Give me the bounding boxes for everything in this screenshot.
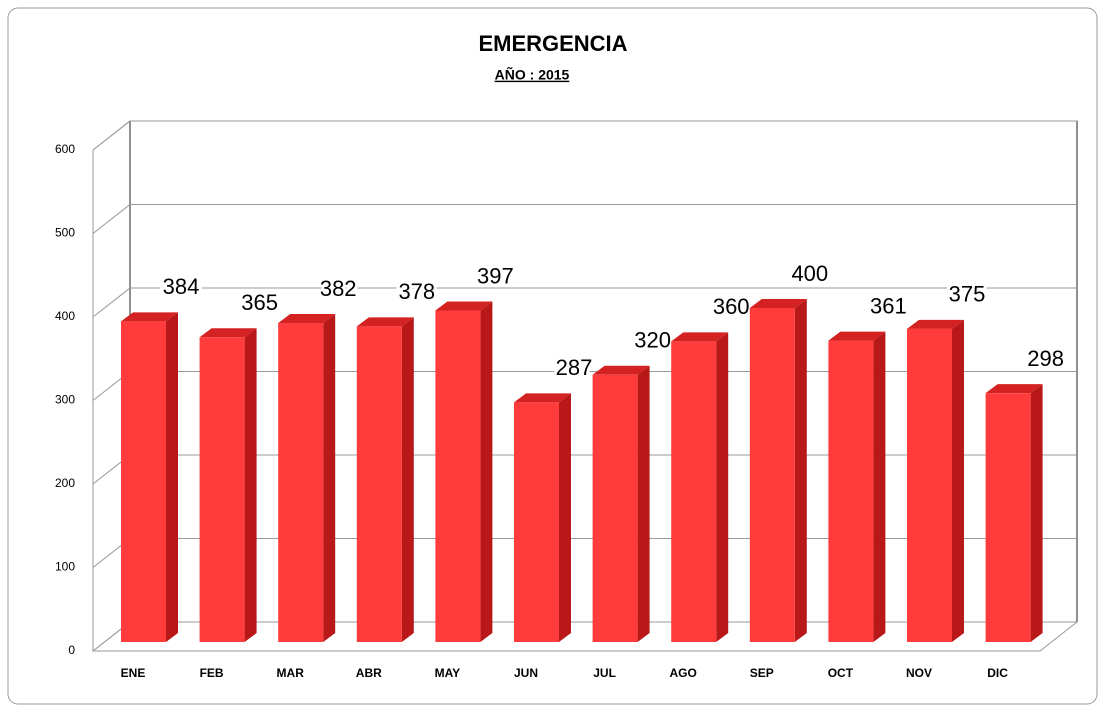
bar-top bbox=[435, 301, 493, 311]
bar bbox=[671, 341, 717, 642]
value-label: 360 bbox=[713, 294, 750, 319]
value-label: 365 bbox=[241, 290, 278, 315]
bar-side bbox=[480, 301, 493, 642]
bar bbox=[985, 393, 1031, 642]
bar-side bbox=[794, 299, 807, 642]
value-label: 400 bbox=[791, 261, 828, 286]
bar bbox=[278, 323, 324, 642]
y-tick-label: 100 bbox=[55, 560, 75, 574]
x-tick-label: FEB bbox=[200, 666, 224, 680]
y-tick-label: 500 bbox=[55, 226, 75, 240]
x-tick-label: ABR bbox=[356, 666, 382, 680]
y-tick-label: 200 bbox=[55, 476, 75, 490]
x-tick-label: NOV bbox=[906, 666, 932, 680]
value-label: 298 bbox=[1027, 346, 1064, 371]
value-label: 382 bbox=[320, 276, 357, 301]
x-tick-label: JUL bbox=[593, 666, 616, 680]
bar-top bbox=[356, 317, 414, 327]
bar bbox=[907, 328, 952, 642]
bar bbox=[356, 326, 402, 642]
bar-side bbox=[873, 331, 886, 642]
chart-subtitle: AÑO : 2015 bbox=[495, 66, 570, 83]
y-tick-label: 600 bbox=[55, 142, 75, 156]
bar-side bbox=[1030, 384, 1043, 642]
bar bbox=[121, 321, 166, 642]
value-label: 378 bbox=[398, 279, 435, 304]
bar-side bbox=[952, 319, 964, 642]
chart-title: EMERGENCIA bbox=[478, 31, 627, 56]
bar-side bbox=[244, 328, 257, 642]
x-tick-label: OCT bbox=[828, 666, 854, 680]
bar bbox=[592, 374, 638, 642]
bar-top bbox=[199, 328, 257, 338]
grid-line bbox=[92, 204, 131, 234]
y-tick-label: 0 bbox=[68, 643, 75, 657]
x-tick-label: AGO bbox=[670, 666, 697, 680]
y-tick-label: 300 bbox=[55, 393, 75, 407]
bar-top bbox=[828, 331, 886, 341]
value-label: 384 bbox=[163, 274, 200, 299]
grid-line bbox=[92, 120, 131, 151]
bar-side bbox=[559, 393, 571, 642]
value-label: 397 bbox=[477, 263, 514, 288]
x-tick-label: ENE bbox=[121, 666, 146, 680]
bar bbox=[199, 337, 245, 642]
x-tick-label: JUN bbox=[514, 666, 538, 680]
bar-top bbox=[514, 393, 571, 403]
value-label: 287 bbox=[556, 355, 593, 380]
bar bbox=[749, 308, 795, 642]
value-label: 361 bbox=[870, 293, 907, 318]
bar-top bbox=[671, 332, 729, 342]
value-label: 375 bbox=[949, 282, 986, 307]
bar-top bbox=[592, 365, 650, 375]
bar-top bbox=[121, 312, 178, 322]
bar-top bbox=[907, 319, 964, 329]
bar-top bbox=[985, 384, 1043, 394]
bar-side bbox=[323, 314, 336, 642]
x-tick-label: SEP bbox=[750, 666, 774, 680]
bar-side bbox=[401, 317, 414, 642]
bar bbox=[828, 340, 874, 642]
x-tick-label: MAR bbox=[277, 666, 305, 680]
bar-side bbox=[637, 365, 650, 642]
bar-top bbox=[278, 314, 336, 324]
bar bbox=[435, 310, 481, 642]
x-tick-label: MAY bbox=[435, 666, 461, 680]
x-tick-label: DIC bbox=[987, 666, 1008, 680]
bar bbox=[514, 402, 559, 642]
grid-line bbox=[92, 287, 131, 318]
bar-side bbox=[166, 312, 178, 642]
value-label: 320 bbox=[634, 328, 671, 353]
bar-side bbox=[716, 332, 729, 642]
y-tick-label: 400 bbox=[55, 309, 75, 323]
bar-top bbox=[749, 299, 807, 308]
